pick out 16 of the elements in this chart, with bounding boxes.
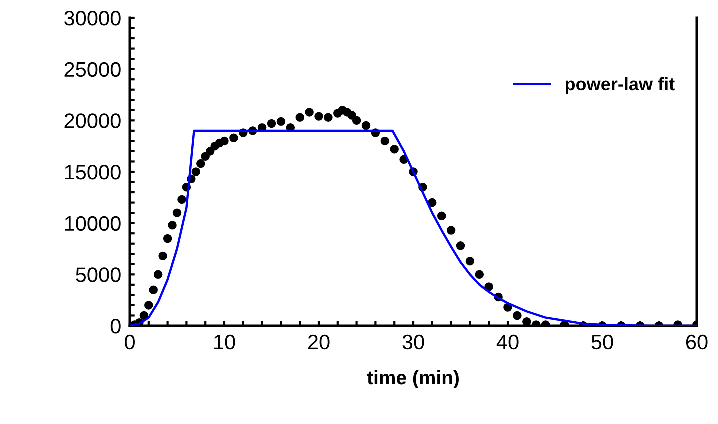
legend-label: power-law fit: [566, 77, 675, 94]
y-tick-label: 30000: [64, 11, 121, 26]
x-tick-label: 20: [308, 334, 330, 350]
y-tick-label: 10000: [65, 216, 121, 232]
y-tick-label: 20000: [64, 114, 121, 128]
x-tick-label: 60: [686, 334, 708, 350]
x-tick-label: 40: [496, 334, 519, 350]
x-axis-title: time (min): [367, 370, 459, 389]
y-tick-label: 25000: [64, 62, 121, 78]
x-tick-label: 50: [592, 334, 614, 350]
x-tick-label: 10: [214, 334, 236, 350]
x-tick-label: 30: [402, 334, 424, 350]
y-tick-label: 15000: [65, 165, 121, 180]
y-tick-label: 5000: [76, 268, 121, 282]
y-tick-label: 0: [110, 319, 121, 334]
x-tick-label: 0: [125, 334, 135, 350]
